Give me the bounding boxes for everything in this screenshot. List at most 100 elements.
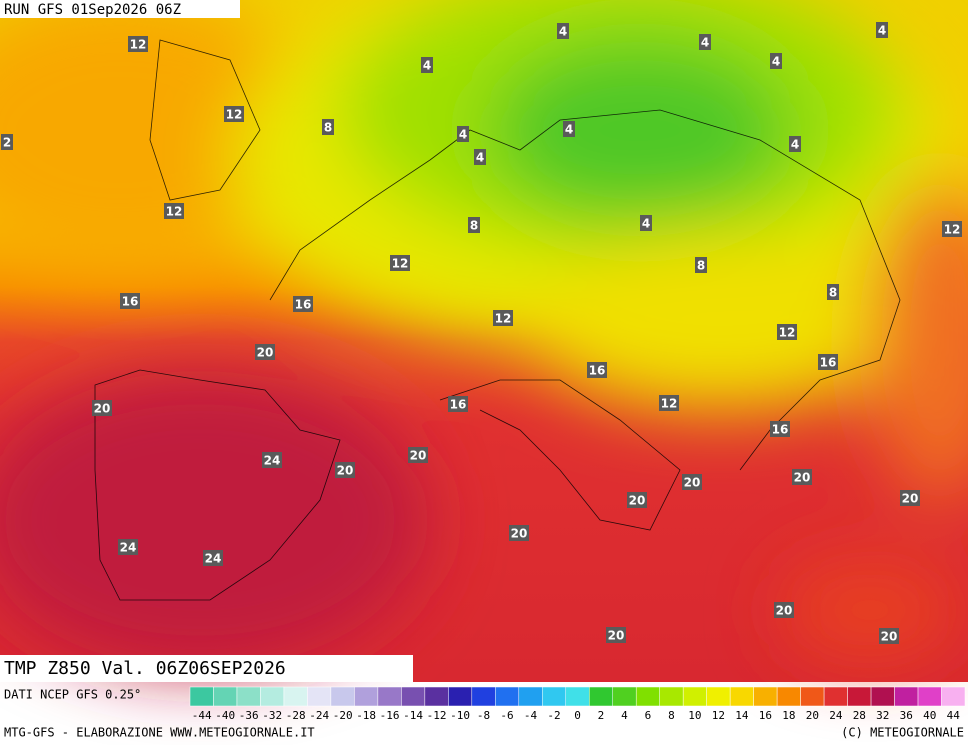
- contour-label: 16: [295, 298, 312, 312]
- contour-label-box: [408, 447, 428, 463]
- scale-label: 24: [829, 709, 843, 722]
- title-box: [0, 655, 413, 682]
- contour-label: 24: [120, 541, 137, 555]
- contour-label-box: [879, 628, 899, 644]
- contour-label-box: [335, 462, 355, 478]
- scale-swatch: [870, 686, 895, 707]
- contour-label-box: [203, 550, 223, 566]
- scale-label: 14: [735, 709, 749, 722]
- contour-label-box: [448, 396, 468, 412]
- scale-label: -36: [239, 709, 259, 722]
- scale-label: -12: [427, 709, 447, 722]
- scale-swatch: [682, 686, 707, 707]
- contour-label: 12: [226, 108, 243, 122]
- contour-label: 20: [410, 449, 427, 463]
- scale-swatch: [330, 686, 355, 707]
- contour-label: 4: [878, 24, 886, 38]
- contour-label-box: [587, 362, 607, 378]
- contour-label: 12: [166, 205, 183, 219]
- source-label: DATI NCEP GFS 0.25°: [4, 688, 141, 702]
- contour-label-box: [262, 452, 282, 468]
- contour-label-box: [699, 34, 711, 50]
- contour-label-box: [563, 121, 575, 137]
- contour-label-box: [224, 106, 244, 122]
- scale-label: -4: [524, 709, 538, 722]
- scale-label: 20: [806, 709, 819, 722]
- scale-swatch: [565, 686, 590, 707]
- contour-label: 4: [642, 217, 650, 231]
- scale-label: -2: [547, 709, 560, 722]
- run-box: [0, 0, 240, 18]
- contour-label-box: [468, 217, 480, 233]
- scale-swatch: [307, 686, 332, 707]
- scale-label: -8: [477, 709, 490, 722]
- contour-label: 16: [122, 295, 139, 309]
- contour-label-box: [942, 221, 962, 237]
- contour-label: 20: [511, 527, 528, 541]
- contour-label-box: [457, 126, 469, 142]
- contour-label: 20: [337, 464, 354, 478]
- scale-swatch: [800, 686, 825, 707]
- contour-label-box: [640, 215, 652, 231]
- scale-label: 12: [712, 709, 725, 722]
- scale-swatch: [377, 686, 402, 707]
- scale-swatch: [635, 686, 660, 707]
- contour-label: 20: [629, 494, 646, 508]
- scale-label: 16: [759, 709, 772, 722]
- scale-swatch: [729, 686, 754, 707]
- scale-swatch: [847, 686, 872, 707]
- scale-label: -20: [333, 709, 353, 722]
- scale-swatch: [753, 686, 778, 707]
- contour-label-box: [818, 354, 838, 370]
- contour-label: 8: [470, 219, 478, 233]
- scale-swatch: [283, 686, 308, 707]
- contour-label-box: [770, 421, 790, 437]
- contour-label: 4: [565, 123, 573, 137]
- copyright: (C) METEOGIORNALE: [841, 726, 964, 740]
- contour-label: 4: [701, 36, 709, 50]
- scale-label: 44: [947, 709, 961, 722]
- scale-label: 40: [923, 709, 936, 722]
- contour-label: 20: [881, 630, 898, 644]
- scale-swatch: [823, 686, 848, 707]
- contour-label-box: [876, 22, 888, 38]
- scale-label: -6: [500, 709, 513, 722]
- scale-label: -16: [380, 709, 400, 722]
- scale-label: -44: [192, 709, 212, 722]
- contour-label-box: [789, 136, 801, 152]
- contour-label: 4: [423, 59, 431, 73]
- contour-label: 12: [495, 312, 512, 326]
- contour-label: 8: [697, 259, 705, 273]
- scale-swatch: [213, 686, 238, 707]
- scale-swatch: [448, 686, 473, 707]
- contour-label: 8: [324, 121, 332, 135]
- contour-label-box: [509, 525, 529, 541]
- contour-label: 12: [779, 326, 796, 340]
- contour-label-box: [474, 149, 486, 165]
- contour-label-box: [322, 119, 334, 135]
- scale-swatch: [401, 686, 426, 707]
- contour-label: 24: [205, 552, 222, 566]
- map-title: TMP Z850 Val. 06Z06SEP2026: [4, 658, 286, 679]
- contour-label: 20: [684, 476, 701, 490]
- contour-label-box: [682, 474, 702, 490]
- contour-label-box: [900, 490, 920, 506]
- scale-label: -10: [450, 709, 470, 722]
- scale-swatch: [917, 686, 942, 707]
- contour-label-box: [695, 257, 707, 273]
- contour-label: 12: [944, 223, 961, 237]
- scale-swatch: [706, 686, 731, 707]
- scale-label: 28: [853, 709, 866, 722]
- contour-label-box: [557, 23, 569, 39]
- contour-label: 16: [589, 364, 606, 378]
- run-label: RUN GFS 01Sep2026 06Z: [4, 2, 181, 18]
- contour-label: 4: [772, 55, 780, 69]
- contour-label: 4: [791, 138, 799, 152]
- contour-label-box: [792, 469, 812, 485]
- contour-label: 20: [794, 471, 811, 485]
- scale-swatch: [260, 686, 285, 707]
- contour-label: 4: [459, 128, 467, 142]
- scale-swatch: [518, 686, 543, 707]
